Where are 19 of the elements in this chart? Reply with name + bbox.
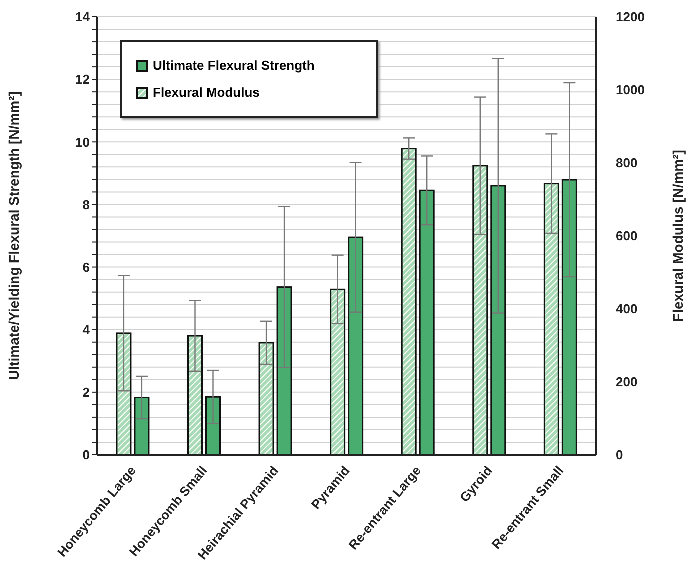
legend-label: Ultimate Flexural Strength [153,58,315,73]
y-tick-label: 8 [82,197,90,212]
y-tick-label: 14 [76,10,91,25]
y-tick-label: 4 [82,322,91,338]
y-tick-label: 10 [76,134,90,150]
y-tick-label: 12 [76,72,90,88]
legend-label: Flexural Modulus [153,85,260,100]
y2-tick-label: 600 [616,228,638,244]
y-axis-title: Ultimate/Yielding Flexural Strength [N/mm²] [6,92,22,380]
y-tick-label: 6 [82,260,90,275]
y2-tick-label: 400 [616,302,638,317]
y-tick-label: 0 [82,448,90,463]
y-tick-label: 2 [82,385,90,400]
y2-tick-label: 800 [616,156,638,171]
y2-tick-label: 1200 [616,10,645,25]
y2-tick-label: 0 [616,448,624,463]
y2-tick-label: 200 [616,374,638,390]
y2-axis-title: Flexural Modulus [N/mm²] [670,150,686,322]
y2-tick-label: 1000 [616,82,645,98]
